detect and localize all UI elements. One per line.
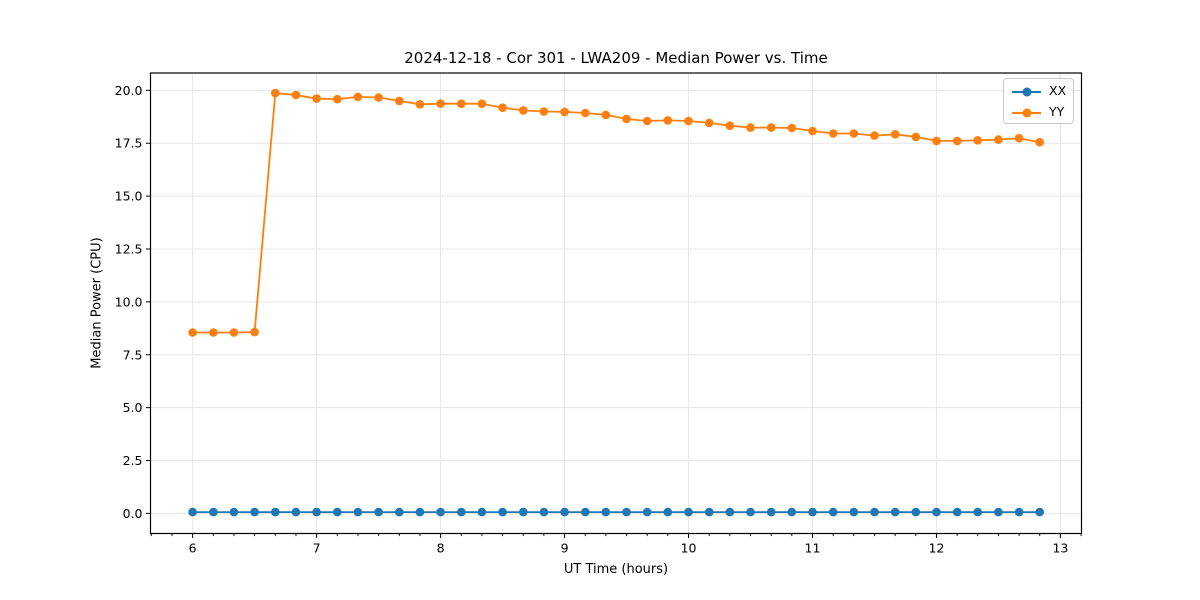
chart-title: 2024-12-18 - Cor 301 - LWA209 - Median P…: [404, 49, 828, 67]
svg-text:12: 12: [929, 541, 945, 556]
svg-text:0.0: 0.0: [123, 506, 143, 521]
svg-text:2.5: 2.5: [123, 453, 143, 468]
plot-border: [149, 72, 1083, 535]
y-axis-label: Median Power (CPU): [89, 237, 105, 369]
svg-text:6: 6: [189, 541, 197, 556]
svg-text:12.5: 12.5: [115, 241, 143, 256]
svg-text:10.0: 10.0: [115, 294, 143, 309]
series-YY: [188, 88, 1044, 337]
legend-line-marker-icon: [1012, 87, 1041, 97]
svg-text:20.0: 20.0: [115, 83, 143, 98]
svg-text:10: 10: [681, 541, 697, 556]
legend-item-label: XX: [1049, 83, 1067, 99]
svg-text:9: 9: [561, 541, 569, 556]
legend-item-YY: YY: [1012, 102, 1073, 123]
x-axis: 6 7 8 9 10 11 12 13: [150, 533, 1082, 556]
svg-text:15.0: 15.0: [115, 189, 143, 204]
svg-text:17.5: 17.5: [115, 136, 143, 151]
svg-text:5.0: 5.0: [123, 400, 143, 415]
legend-item-label: YY: [1049, 104, 1065, 120]
x-axis-label: UT Time (hours): [563, 562, 669, 577]
grid-lines: [150, 73, 1082, 534]
svg-text:7: 7: [313, 541, 321, 556]
legend: XX YY: [1003, 78, 1074, 124]
y-axis: 0.0 2.5 5.0 7.5 10.0 12.5 15.0 17.5 20.0: [115, 83, 151, 521]
svg-text:7.5: 7.5: [123, 347, 143, 362]
series-XX: [188, 507, 1044, 517]
svg-text:11: 11: [805, 541, 821, 556]
svg-text:8: 8: [437, 541, 445, 556]
svg-text:13: 13: [1052, 541, 1068, 556]
legend-item-XX: XX: [1012, 81, 1073, 102]
legend-line-marker-icon: [1012, 108, 1041, 118]
